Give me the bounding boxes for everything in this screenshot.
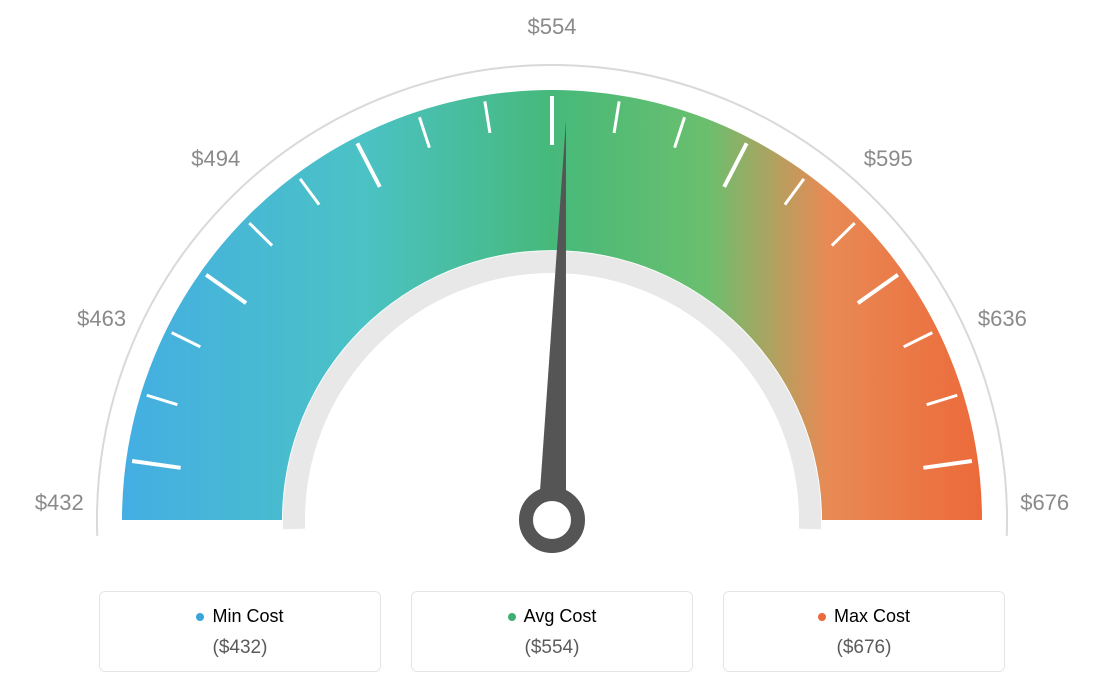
legend-avg-value: ($554) [412,637,692,659]
legend-max-title: Max Cost [818,606,910,627]
gauge-tick-label: $432 [35,490,84,516]
legend-min-title: Min Cost [196,606,283,627]
legend-row: Min Cost ($432) Avg Cost ($554) Max Cost… [0,591,1104,672]
legend-max-value: ($676) [724,637,1004,659]
gauge-tick-label: $554 [528,14,577,40]
gauge-tick-label: $636 [978,306,1027,332]
gauge-tick-label: $463 [77,306,126,332]
legend-max-box: Max Cost ($676) [723,591,1005,672]
gauge-svg [0,0,1104,580]
legend-max-dot-icon [818,613,826,621]
legend-avg-label: Avg Cost [524,606,597,627]
legend-min-dot-icon [196,613,204,621]
legend-min-label: Min Cost [212,606,283,627]
gauge-tick-label: $595 [864,146,913,172]
cost-gauge-chart: $432 $463 $494 $554 $595 $636 $676 Min Cost ($… [0,0,1104,690]
legend-min-value: ($432) [100,637,380,659]
legend-avg-box: Avg Cost ($554) [411,591,693,672]
legend-avg-dot-icon [508,613,516,621]
gauge-tick-label: $676 [1020,490,1069,516]
legend-min-box: Min Cost ($432) [99,591,381,672]
legend-avg-title: Avg Cost [508,606,597,627]
gauge-tick-label: $494 [191,146,240,172]
gauge-area: $432 $463 $494 $554 $595 $636 $676 [0,0,1104,580]
legend-max-label: Max Cost [834,606,910,627]
